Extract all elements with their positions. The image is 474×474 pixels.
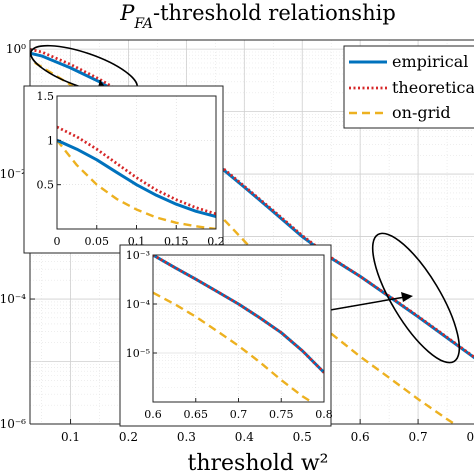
inset-left-y-tick-label: 1: [47, 134, 54, 147]
inset-left-series-on-grid: [57, 139, 216, 229]
inset-left-series-theoretical: [57, 125, 216, 216]
y-tick-label: 10⁻⁶: [0, 417, 26, 431]
inset-right-x-tick-label: 0.65: [184, 408, 209, 421]
x-tick-label: 0.5: [293, 430, 312, 444]
x-tick-label: 0.6: [351, 430, 370, 444]
zoom-ellipse-right: [371, 232, 461, 364]
inset-left-y-tick-label: 0.5: [37, 179, 55, 192]
y-tick-label: 10⁰: [6, 42, 26, 56]
legend-box: [343, 45, 474, 129]
inset-right-x-tick-label: 0.7: [230, 408, 248, 421]
zoom-arrowhead-right: [401, 292, 413, 302]
inset-right-y-tick-label: 10⁻³: [126, 249, 150, 262]
inset-right-x-tick-label: 0.75: [269, 408, 294, 421]
x-tick-label: 0.2: [119, 430, 138, 444]
inset-right-y-tick-label: 10⁻⁴: [126, 298, 151, 311]
inset-right-series-on-grid: [153, 291, 314, 402]
main-series-theoretical: [30, 47, 474, 359]
inset-right-series-group: [153, 255, 324, 402]
x-axis-label: threshold w²: [187, 451, 328, 474]
inset-right-x-tick-label: 0.8: [315, 408, 333, 421]
legend-label-empirical: empirical: [392, 52, 468, 71]
y-tick-label: 10⁻²: [0, 167, 26, 181]
inset-right-x-tick-label: 0.6: [144, 408, 162, 421]
legend-label-theoretical: theoretical: [392, 78, 474, 97]
x-tick-label: 0.3: [177, 430, 196, 444]
inset-right: 0.6 0.65 0.7 0.75 0.8 10⁻³ 10⁻⁴ 10⁻⁵: [119, 244, 333, 427]
x-tick-label: 0.1: [61, 430, 80, 444]
inset-left-series-empirical: [57, 138, 216, 219]
inset-left-y-tick-label: 1.5: [37, 90, 55, 103]
x-tick-label: 0.8: [466, 430, 474, 444]
inset-left-x-tick-label: 0.05: [85, 235, 110, 248]
inset-right-series-theoretical: [153, 255, 324, 374]
x-tick-label: 0.7: [409, 430, 428, 444]
inset-left-x-tick-label: 0: [54, 235, 61, 248]
chart-title: PFA-threshold relationship: [119, 1, 396, 32]
inset-left: 0 0.05 0.1 0.15 0.21.510.5: [23, 85, 225, 254]
x-tick-label: 0.4: [235, 430, 254, 444]
inset-left-series-group: [57, 125, 216, 229]
legend-label-on-grid: on-grid: [392, 103, 451, 122]
inset-right-y-tick-label: 10⁻⁵: [126, 347, 150, 360]
inset-left-frame: [23, 85, 224, 254]
y-tick-label: 10⁻⁴: [0, 292, 26, 306]
legend: empirical theoretical on-grid: [343, 45, 474, 129]
